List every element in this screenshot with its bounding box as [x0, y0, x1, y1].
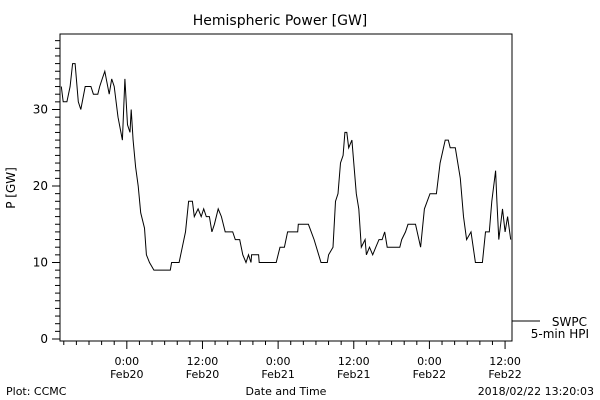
legend-label-swpc: SWPC	[552, 315, 587, 329]
x-tick-label-date: Feb22	[413, 368, 446, 381]
x-tick-label-time: 0:00	[417, 355, 442, 368]
y-tick-label: 20	[33, 179, 48, 193]
x-tick-label-time: 12:00	[338, 355, 370, 368]
x-tick-label-date: Feb20	[110, 368, 143, 381]
y-axis-ticks: 0 10 20 30	[33, 40, 60, 346]
series-layer	[60, 63, 512, 271]
y-tick-label: 0	[40, 332, 48, 346]
y-axis-label: P [GW]	[4, 167, 18, 209]
x-tick-label-date: Feb21	[261, 368, 294, 381]
x-axis-label: Date and Time	[246, 385, 327, 398]
footer-plot-credit: Plot: CCMC	[6, 385, 67, 398]
y-tick-label: 30	[33, 103, 48, 117]
x-tick-label-time: 0:00	[114, 355, 139, 368]
x-axis-ticks: 0:00Feb2012:00Feb200:00Feb2112:00Feb210:…	[63, 341, 522, 381]
x-tick-label-date: Feb20	[186, 368, 219, 381]
y-tick-label: 10	[33, 256, 48, 270]
x-tick-label-time: 12:00	[489, 355, 521, 368]
series-line-hpi	[60, 63, 512, 271]
chart-title: Hemispheric Power [GW]	[193, 13, 368, 29]
x-tick-label-time: 0:00	[266, 355, 291, 368]
x-tick-label-time: 12:00	[187, 355, 219, 368]
legend: SWPC 5-min HPI	[512, 315, 589, 341]
plot-frame	[59, 33, 513, 342]
x-tick-label-date: Feb22	[488, 368, 521, 381]
footer-timestamp: 2018/02/22 13:20:03	[478, 385, 594, 398]
x-tick-label-date: Feb21	[337, 368, 370, 381]
legend-label-hpi: 5-min HPI	[531, 327, 589, 341]
